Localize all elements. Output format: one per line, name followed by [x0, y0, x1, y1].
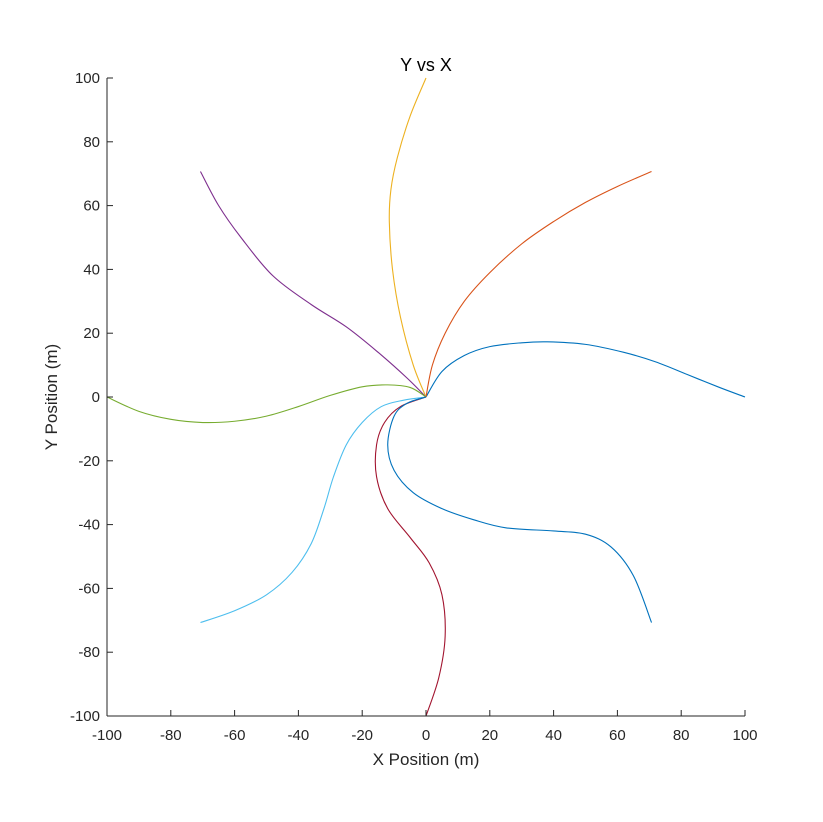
- series-line-8: [387, 396, 653, 623]
- series-line-7: [374, 396, 446, 717]
- x-tick-label: -20: [351, 727, 373, 744]
- y-tick-label: -80: [78, 644, 100, 661]
- series-line-1: [425, 341, 746, 398]
- y-tick-label: 80: [83, 134, 100, 151]
- y-ticks: 100 80 60 40 20 0 -20 -40 -60 -80 -100: [70, 70, 113, 725]
- series-line-5: [106, 384, 427, 424]
- y-tick-label: 0: [92, 389, 100, 406]
- x-tick-label: 20: [481, 727, 498, 744]
- series-line-3: [388, 77, 427, 398]
- x-tick-label: 40: [545, 727, 562, 744]
- chart-title: Y vs X: [400, 55, 452, 75]
- y-tick-label: -100: [70, 708, 100, 725]
- series-line-6: [200, 396, 427, 624]
- x-tick-label: -100: [92, 727, 122, 744]
- x-ticks: -100 -80 -60 -40 -20 0 20 40 60 80 100: [92, 710, 758, 744]
- plot-lines: [106, 77, 746, 717]
- x-tick-label: 60: [609, 727, 626, 744]
- x-tick-label: -80: [160, 727, 182, 744]
- y-tick-label: 100: [75, 70, 100, 87]
- x-tick-label: 80: [673, 727, 690, 744]
- x-tick-label: -60: [224, 727, 246, 744]
- x-tick-label: 100: [732, 727, 757, 744]
- y-axis-title: Y Position (m): [42, 344, 61, 450]
- series-line-4: [199, 171, 427, 398]
- y-tick-label: 60: [83, 198, 100, 215]
- y-tick-label: 40: [83, 261, 100, 278]
- x-axis-title: X Position (m): [373, 750, 480, 769]
- y-tick-label: -60: [78, 580, 100, 597]
- y-tick-label: -40: [78, 517, 100, 534]
- y-tick-label: 20: [83, 325, 100, 342]
- x-tick-label: 0: [422, 727, 430, 744]
- x-tick-label: -40: [288, 727, 310, 744]
- y-tick-label: -20: [78, 453, 100, 470]
- series-line-2: [425, 170, 652, 398]
